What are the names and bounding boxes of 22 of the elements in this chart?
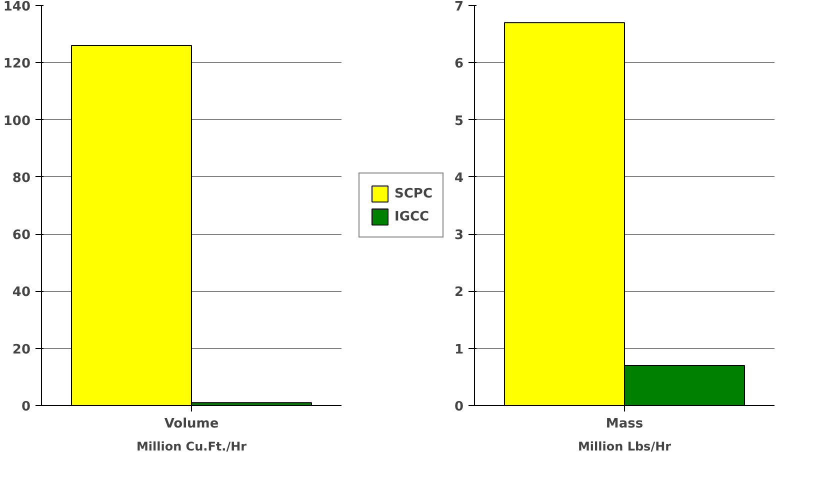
legend-label: IGCC [394, 209, 430, 224]
y-tick-label: 2 [454, 285, 464, 300]
legend-label: SCPC [394, 186, 432, 201]
y-tick-label: 40 [12, 285, 31, 300]
y-tick-label: 120 [3, 56, 31, 72]
y-tick-label: 0 [21, 400, 30, 414]
y-tick-label: 60 [12, 228, 31, 244]
y-tick-label: 80 [12, 170, 31, 186]
y-tick-label: 4 [454, 170, 464, 186]
y-tick-label: 6 [454, 56, 464, 72]
y-tick-label: 1 [454, 342, 464, 358]
y-tick-label: 140 [3, 0, 31, 14]
x-axis-title: Million Cu.Ft./Hr [136, 440, 247, 454]
y-tick-label: 100 [3, 114, 31, 129]
x-tick-label: Volume [164, 416, 219, 432]
y-tick-label: 7 [454, 0, 464, 14]
y-tick-label: 5 [454, 114, 464, 129]
y-tick-label: 3 [454, 228, 464, 244]
x-tick-label: Mass [606, 416, 644, 432]
x-axis-title: Million Lbs/Hr [578, 440, 672, 454]
y-tick-label: 0 [454, 400, 464, 414]
y-tick-label: 20 [12, 342, 31, 358]
